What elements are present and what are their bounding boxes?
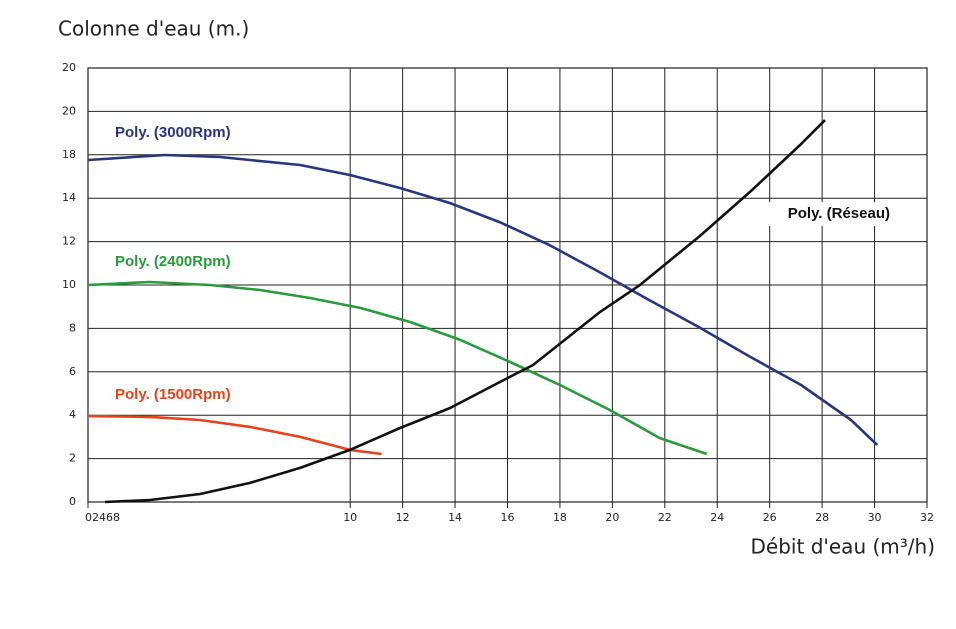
x-tick-label: 20	[605, 511, 619, 524]
y-tick-label: 8	[69, 321, 76, 334]
y-tick-label: 20	[62, 61, 76, 74]
x-tick-label: 22	[658, 511, 672, 524]
y-axis-title: Colonne d'eau (m.)	[58, 17, 249, 41]
x-tick-label: 10	[343, 511, 357, 524]
x-tick-label: 14	[448, 511, 462, 524]
y-tick-label: 0	[69, 495, 76, 508]
x-tick-label: 32	[920, 511, 934, 524]
y-tick-label: 2	[69, 452, 76, 465]
label-background	[758, 202, 894, 226]
y-tick-label: 4	[69, 408, 76, 421]
x-tick-label: 26	[763, 511, 777, 524]
series-line	[87, 414, 382, 456]
series-line	[87, 153, 879, 446]
x-tick-label: 24	[710, 511, 724, 524]
y-tick-label: 10	[62, 278, 76, 291]
y-tick-label: 20	[62, 104, 76, 117]
series-line	[104, 119, 826, 504]
x-axis-title: Débit d'eau (m³/h)	[751, 535, 935, 559]
y-tick-label: 18	[62, 148, 76, 161]
x-tick-label: 18	[553, 511, 567, 524]
series-label: Poly. (1500Rpm)	[115, 386, 231, 403]
y-tick-label: 14	[62, 191, 76, 204]
series-line	[87, 280, 708, 456]
series-label: Poly. (3000Rpm)	[115, 124, 231, 141]
series-label: Poly. (2400Rpm)	[115, 253, 231, 270]
x-tick-label: 30	[868, 511, 882, 524]
x-tick-label: 28	[815, 511, 829, 524]
y-tick-label: 6	[69, 365, 76, 378]
x-tick-label: 16	[501, 511, 515, 524]
y-tick-label: 12	[62, 235, 76, 248]
x-tick-label: 02468	[85, 511, 120, 524]
x-tick-label: 12	[396, 511, 410, 524]
series-label: Poly. (Réseau)	[788, 205, 890, 222]
